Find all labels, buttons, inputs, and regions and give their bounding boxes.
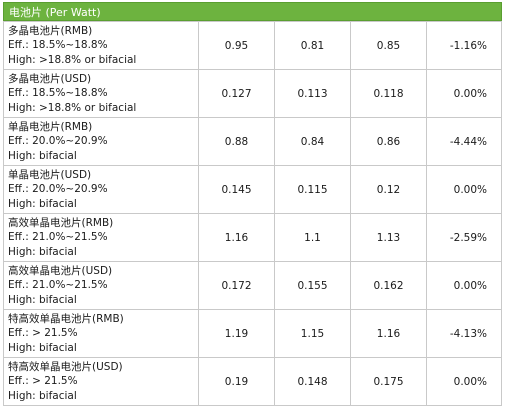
product-name: 高效单晶电池片(RMB) (8, 216, 114, 229)
product-high: High: >18.8% or bifacial (8, 101, 137, 114)
product-label-cell: 单晶电池片(RMB) Eff.: 20.0%~20.9% High: bifacia… (3, 117, 199, 166)
product-label-cell: 特高效单晶电池片(RMB) Eff.: > 21.5% High: bifacial (3, 309, 199, 358)
price-value-3: 0.12 (350, 165, 427, 214)
table-row: 多晶电池片(USD) Eff.: 18.5%~18.8% High: >18.8% … (3, 69, 502, 118)
product-eff: Eff.: 18.5%~18.8% (8, 39, 108, 52)
price-change: 0.00% (426, 165, 502, 214)
product-eff: Eff.: 20.0%~20.9% (8, 183, 108, 196)
product-name: 特高效单晶电池片(USD) (8, 360, 123, 373)
product-label-cell: 高效单晶电池片(USD) Eff.: 21.0%~21.5% High: bifac… (3, 261, 199, 310)
price-value-3: 0.86 (350, 117, 427, 166)
table-row: 特高效单晶电池片(RMB) Eff.: > 21.5% High: bifacial… (3, 309, 502, 358)
product-name: 高效单晶电池片(USD) (8, 264, 113, 277)
product-high: High: >18.8% or bifacial (8, 53, 137, 66)
product-label-cell: 多晶电池片(USD) Eff.: 18.5%~18.8% High: >18.8% … (3, 69, 199, 118)
product-eff: Eff.: 18.5%~18.8% (8, 87, 108, 100)
product-eff: Eff.: 21.0%~21.5% (8, 279, 108, 292)
price-change: -2.59% (426, 213, 502, 262)
product-label-cell: 多晶电池片(RMB) Eff.: 18.5%~18.8% High: >18.8% … (3, 21, 199, 70)
price-value-2: 0.155 (274, 261, 351, 310)
product-name: 单晶电池片(USD) (8, 168, 92, 181)
price-value-1: 0.145 (198, 165, 275, 214)
price-value-1: 1.16 (198, 213, 275, 262)
price-value-2: 0.148 (274, 357, 351, 406)
price-value-3: 0.175 (350, 357, 427, 406)
price-value-1: 0.19 (198, 357, 275, 406)
price-value-3: 0.162 (350, 261, 427, 310)
price-value-2: 1.1 (274, 213, 351, 262)
product-high: High: bifacial (8, 149, 77, 162)
price-value-2: 1.15 (274, 309, 351, 358)
price-change: -1.16% (426, 21, 502, 70)
price-value-1: 1.19 (198, 309, 275, 358)
table-row: 单晶电池片(USD) Eff.: 20.0%~20.9% High: bifacia… (3, 165, 502, 214)
price-value-3: 0.85 (350, 21, 427, 70)
product-eff: Eff.: 20.0%~20.9% (8, 135, 108, 148)
price-change: 0.00% (426, 357, 502, 406)
price-value-1: 0.95 (198, 21, 275, 70)
table-row: 多晶电池片(RMB) Eff.: 18.5%~18.8% High: >18.8% … (3, 21, 502, 70)
price-value-1: 0.172 (198, 261, 275, 310)
price-table: 多晶电池片(RMB) Eff.: 18.5%~18.8% High: >18.8% … (3, 21, 502, 406)
table-row: 高效单晶电池片(RMB) Eff.: 21.0%~21.5% High: bifac… (3, 213, 502, 262)
product-high: High: bifacial (8, 245, 77, 258)
price-value-2: 0.81 (274, 21, 351, 70)
product-high: High: bifacial (8, 341, 77, 354)
product-high: High: bifacial (8, 197, 77, 210)
price-value-2: 0.84 (274, 117, 351, 166)
product-label-cell: 高效单晶电池片(RMB) Eff.: 21.0%~21.5% High: bifac… (3, 213, 199, 262)
table-row: 特高效单晶电池片(USD) Eff.: > 21.5% High: bifacial… (3, 357, 502, 406)
product-label-cell: 单晶电池片(USD) Eff.: 20.0%~20.9% High: bifacia… (3, 165, 199, 214)
price-value-2: 0.113 (274, 69, 351, 118)
price-change: -4.44% (426, 117, 502, 166)
price-change: 0.00% (426, 69, 502, 118)
product-name: 多晶电池片(USD) (8, 72, 92, 85)
price-value-3: 1.13 (350, 213, 427, 262)
product-high: High: bifacial (8, 293, 77, 306)
price-change: -4.13% (426, 309, 502, 358)
price-value-1: 0.88 (198, 117, 275, 166)
table-row: 单晶电池片(RMB) Eff.: 20.0%~20.9% High: bifacia… (3, 117, 502, 166)
product-high: High: bifacial (8, 389, 77, 402)
product-name: 多晶电池片(RMB) (8, 24, 93, 37)
price-value-2: 0.115 (274, 165, 351, 214)
price-value-3: 1.16 (350, 309, 427, 358)
table-header-bar: 电池片 (Per Watt) (3, 2, 502, 21)
product-eff: Eff.: > 21.5% (8, 327, 78, 340)
product-name: 单晶电池片(RMB) (8, 120, 93, 133)
product-eff: Eff.: > 21.5% (8, 375, 78, 388)
price-change: 0.00% (426, 261, 502, 310)
price-value-1: 0.127 (198, 69, 275, 118)
product-name: 特高效单晶电池片(RMB) (8, 312, 124, 325)
product-label-cell: 特高效单晶电池片(USD) Eff.: > 21.5% High: bifacial (3, 357, 199, 406)
product-eff: Eff.: 21.0%~21.5% (8, 231, 108, 244)
price-value-3: 0.118 (350, 69, 427, 118)
table-title: 电池片 (Per Watt) (9, 6, 101, 19)
table-row: 高效单晶电池片(USD) Eff.: 21.0%~21.5% High: bifac… (3, 261, 502, 310)
